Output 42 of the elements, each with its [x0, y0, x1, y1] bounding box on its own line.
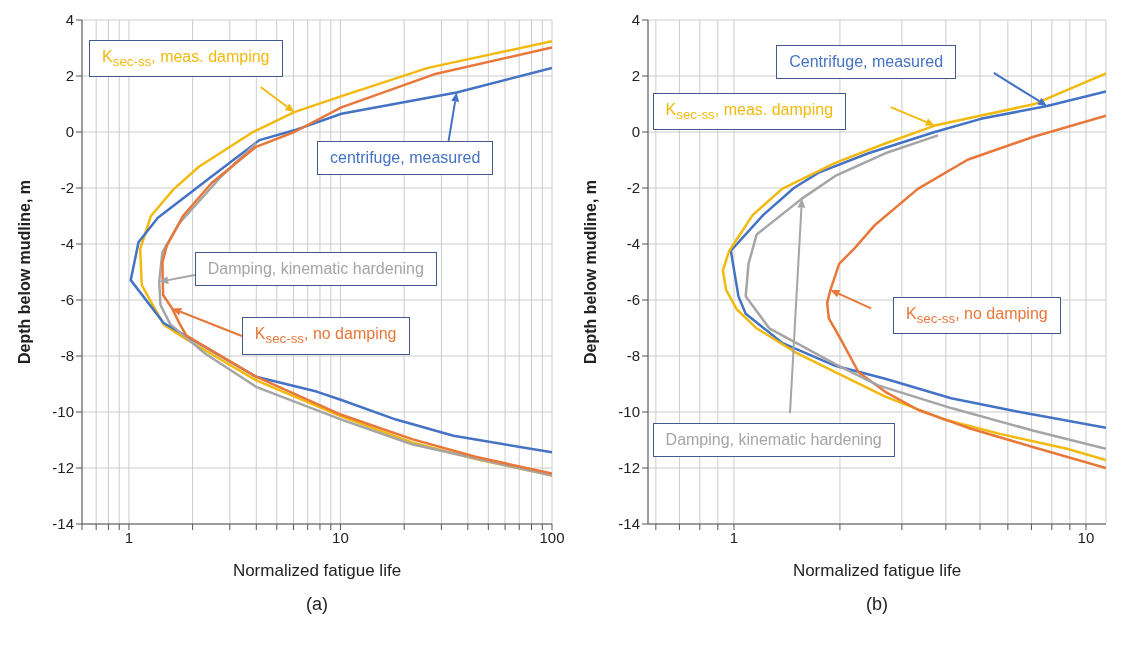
- y-axis-title: Depth below mudline, m: [581, 179, 599, 365]
- y-tick-label: 0: [631, 123, 640, 141]
- y-tick-label: -10: [52, 403, 74, 421]
- x-tick-label: 1: [729, 528, 739, 546]
- x-axis-title: Normalized fatigue life: [232, 561, 402, 580]
- y-tick-label: 4: [631, 11, 640, 29]
- y-tick-label: 2: [65, 67, 74, 85]
- text: (a): [305, 594, 329, 615]
- callout-box: Damping, kinematic hardening: [652, 423, 895, 458]
- x-tick-label: 10: [332, 528, 349, 546]
- y-tick-label: -8: [626, 347, 640, 365]
- callout-box: K$_{sec-ss}$, meas. damping: [89, 40, 283, 78]
- x-tick-label: 1: [124, 528, 134, 546]
- y-tick-label: -12: [618, 459, 640, 477]
- y-tick-label: -14: [52, 515, 74, 533]
- callout-box: Damping, kinematic hardening: [194, 251, 437, 286]
- y-tick-label: -8: [60, 347, 74, 365]
- y-tick-label: -4: [626, 235, 640, 253]
- y-tick-label: 0: [65, 123, 74, 141]
- callout-box: K$_{sec-ss}$, no damping: [893, 297, 1061, 335]
- callout-box: centrifuge, measured: [317, 140, 494, 175]
- y-tick-label: -2: [626, 179, 640, 197]
- y-axis-title: Depth below mudline, m: [15, 179, 33, 365]
- y-tick-label: -4: [60, 235, 74, 253]
- callout-box: K$_{sec-ss}$, meas. damping: [652, 93, 847, 131]
- text: (b): [865, 594, 889, 615]
- x-tick-label: 10: [1077, 528, 1095, 546]
- callout-box: K$_{sec-ss}$, no damping: [241, 317, 410, 355]
- y-tick-label: 2: [631, 67, 640, 85]
- series-label: K$_{sec-ss}$, no damping: [254, 325, 397, 347]
- legend-label: Damping, kinematic hardening: [207, 259, 424, 277]
- y-tick-label: -12: [52, 459, 74, 477]
- y-tick-label: -6: [626, 291, 640, 309]
- y-tick-label: -10: [618, 403, 640, 421]
- x-tick-label: 100: [539, 528, 565, 546]
- y-tick-label: -2: [60, 179, 74, 197]
- series-label: centrifuge, measured: [330, 148, 481, 166]
- y-tick-label: 4: [65, 11, 74, 29]
- x-axis-title: Normalized fatigue life: [792, 561, 962, 580]
- callout-box: Centrifuge, measured: [776, 45, 957, 80]
- y-tick-label: -6: [60, 291, 74, 309]
- y-tick-label: -14: [618, 515, 640, 533]
